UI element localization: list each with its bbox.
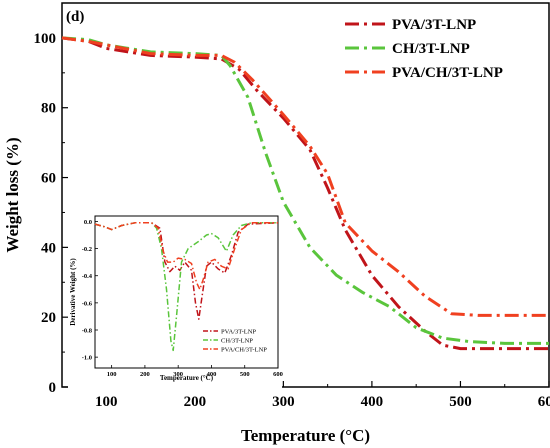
inset-plot-frame <box>94 215 279 369</box>
main-x-tick-label: 400 <box>361 394 384 410</box>
inset-x-tick-label: 500 <box>240 371 250 378</box>
main-x-axis-label: Temperature (°C) <box>241 426 370 445</box>
inset-x-tick-label: 400 <box>207 371 217 378</box>
inset-legend-label: PVA/3T-LNP <box>221 329 256 336</box>
main-y-tick-label: 100 <box>34 31 57 47</box>
inset-legend-label: CH/3T-LNP <box>221 338 253 345</box>
main-x-tick-label: 300 <box>272 394 295 410</box>
main-x-axis: 100 200 300 400 500 600 <box>95 381 550 410</box>
legend-label: PVA/3T-LNP <box>392 17 476 33</box>
panel-label: (d) <box>66 9 84 25</box>
inset-x-tick-label: 300 <box>173 371 183 378</box>
main-series-line-1 <box>61 36 549 351</box>
inset-plot: 0.0 -0.2 -0.4 -0.6 -0.8 -1.0 100 200 300 400 500 6… <box>68 200 283 388</box>
main-plot-frame <box>61 2 550 388</box>
main-series-lines <box>61 36 549 351</box>
main-y-tick-label: 0 <box>49 380 57 396</box>
main-legend: PVA/3T-LNP CH/3T-LNP PVA/CH/3T-LNP <box>345 17 503 81</box>
inset-legend: PVA/3T-LNP CH/3T-LNP PVA/CH/3T-LNP <box>203 329 267 354</box>
inset-x-axis-label: Temperature (°C) <box>160 374 214 382</box>
inset-y-tick-label: -0.6 <box>82 300 93 307</box>
main-plot: 0 20 40 60 80 100 100 200 300 400 500 600 (d) Temp… <box>3 2 550 445</box>
inset-x-axis: 100 200 300 400 500 600 <box>107 365 283 378</box>
inset-legend-label: PVA/CH/3T-LNP <box>221 347 267 354</box>
main-series-line-3 <box>61 36 549 317</box>
inset-y-tick-label: -0.8 <box>82 328 93 335</box>
main-y-tick-label: 40 <box>41 240 56 256</box>
main-x-tick-label: 600 <box>538 394 550 410</box>
inset-y-axis-label: Derivative Weight (%) <box>69 258 77 326</box>
inset-y-tick-label: 0.0 <box>84 219 92 226</box>
inset-series-line-2 <box>94 222 278 352</box>
main-series-line-2 <box>61 36 549 345</box>
main-x-tick-label: 200 <box>184 394 207 410</box>
main-y-axis: 0 20 40 60 80 100 <box>34 31 68 396</box>
main-y-tick-label: 20 <box>41 310 56 326</box>
legend-label: CH/3T-LNP <box>392 41 470 57</box>
main-y-tick-label: 60 <box>41 171 56 187</box>
main-y-tick-label: 80 <box>41 101 56 117</box>
main-x-tick-label: 100 <box>95 394 118 410</box>
inset-y-tick-label: -0.2 <box>82 246 92 253</box>
inset-series-lines <box>94 222 279 352</box>
inset-background <box>68 200 282 388</box>
inset-series-line-3 <box>94 222 278 291</box>
main-x-tick-label: 500 <box>449 394 472 410</box>
legend-label: PVA/CH/3T-LNP <box>392 65 503 81</box>
inset-x-tick-label: 200 <box>140 371 150 378</box>
inset-y-tick-label: -0.4 <box>82 273 93 280</box>
main-y-axis-label: Weight loss (%) <box>3 137 22 252</box>
inset-y-tick-label: -1.0 <box>82 355 92 362</box>
inset-x-tick-label: 100 <box>107 371 117 378</box>
inset-x-tick-label: 600 <box>273 371 283 378</box>
inset-y-axis: 0.0 -0.2 -0.4 -0.6 -0.8 -1.0 <box>82 219 98 362</box>
